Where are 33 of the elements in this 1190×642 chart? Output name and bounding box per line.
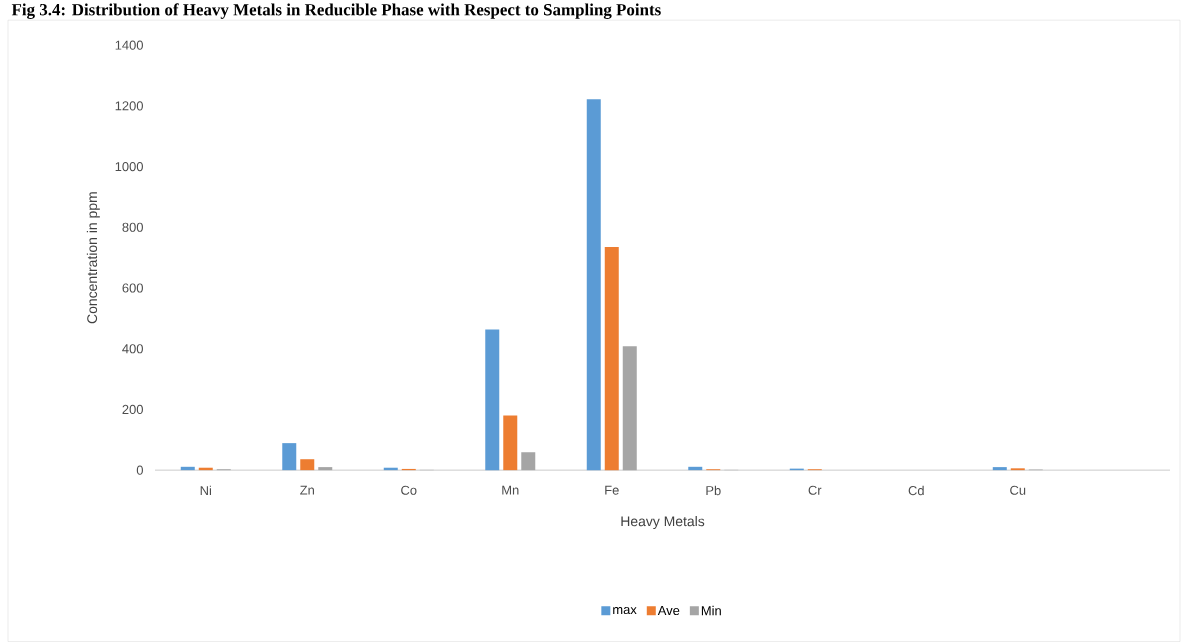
bar xyxy=(503,415,518,471)
legend-label: Ave xyxy=(657,605,680,616)
bar xyxy=(300,459,315,471)
y-tick-label: 200 xyxy=(122,404,143,414)
x-tick-label: Cr xyxy=(808,485,822,495)
y-tick-label: 600 xyxy=(122,283,143,293)
x-tick-label: Fe xyxy=(605,485,619,495)
y-tick-label: 0 xyxy=(136,465,143,475)
legend-label: max xyxy=(613,606,637,615)
chart-title: Fig 3.4: Distribution of Heavy Metals in Reducible Phase with Respect to Sampling Points xyxy=(11,3,661,19)
x-tick-label: Zn xyxy=(300,485,314,495)
legend-label: Min xyxy=(701,605,721,616)
x-tick-label: Cu xyxy=(1010,485,1026,495)
bar xyxy=(586,99,601,471)
bar xyxy=(622,346,637,471)
y-tick-label: 800 xyxy=(122,222,143,232)
y-tick-label: 1200 xyxy=(115,101,143,111)
x-tick-label: Co xyxy=(401,485,417,495)
x-axis-title: Heavy Metals xyxy=(621,515,705,529)
bar xyxy=(521,452,536,471)
x-tick-label: Ni xyxy=(200,485,211,495)
y-axis-title: Concentration in ppm xyxy=(86,192,100,324)
bar xyxy=(318,467,333,471)
y-tick-label: 1400 xyxy=(115,40,143,50)
y-tick-label: 1000 xyxy=(115,161,143,172)
x-tick-label: Cd xyxy=(908,485,924,496)
bar xyxy=(282,443,297,471)
x-tick-label: Pb xyxy=(706,485,721,496)
x-tick-label: Mn xyxy=(502,485,519,495)
y-tick-label: 400 xyxy=(122,344,143,354)
bar xyxy=(604,246,619,471)
bar xyxy=(485,329,500,471)
bar xyxy=(992,467,1007,471)
